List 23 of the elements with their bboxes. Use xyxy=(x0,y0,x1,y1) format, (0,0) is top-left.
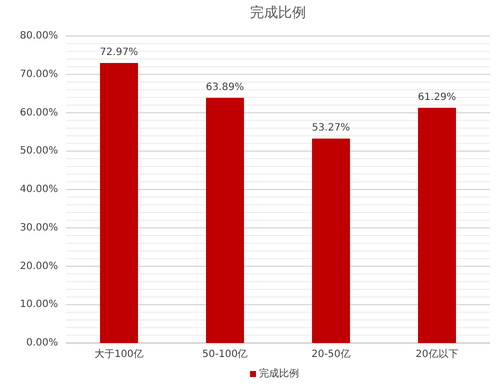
data-label: 63.89% xyxy=(206,82,244,93)
bar xyxy=(206,98,244,343)
y-tick-label: 20.00% xyxy=(20,260,58,272)
y-tick-label: 30.00% xyxy=(20,222,58,234)
x-tick-label: 大于100亿 xyxy=(94,348,144,360)
y-tick-label: 10.00% xyxy=(20,299,58,310)
bar xyxy=(312,138,350,343)
data-label: 61.29% xyxy=(418,92,456,103)
data-label: 53.27% xyxy=(312,122,350,134)
y-tick-label: 80.00% xyxy=(20,30,58,42)
legend-label: 完成比例 xyxy=(259,368,299,380)
y-tick-label: 50.00% xyxy=(20,146,58,157)
title: 完成比例 xyxy=(250,5,306,21)
bar xyxy=(418,108,456,343)
x-tick-label: 20-50亿 xyxy=(311,349,351,360)
y-tick-label: 40.00% xyxy=(20,184,58,195)
x-tick-label: 50-100亿 xyxy=(202,349,248,360)
y-tick-label: 60.00% xyxy=(20,107,58,118)
bar xyxy=(100,62,138,343)
y-tick-label: 0.00% xyxy=(26,338,58,348)
y-tick-label: 70.00% xyxy=(20,68,58,80)
x-tick-label: 20亿以下 xyxy=(416,348,458,360)
data-label: 72.97% xyxy=(100,46,138,58)
